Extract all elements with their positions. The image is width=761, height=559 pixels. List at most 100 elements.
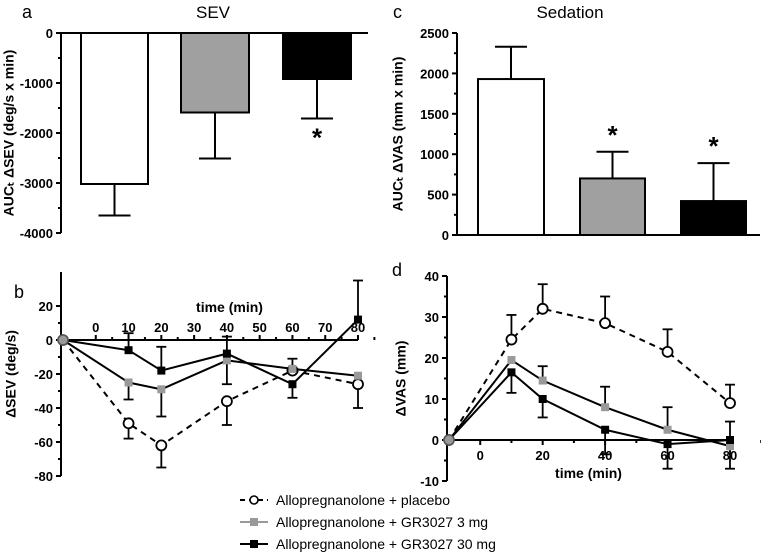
data-point	[352, 378, 364, 391]
bar-1	[477, 78, 545, 236]
y-tick-label: 10	[425, 392, 439, 407]
y-axis-label: AUCₜ ΔSEV (deg/s x min)	[1, 50, 17, 217]
legend-item-2: Allopregnanolone + GR3027 3 mg	[240, 514, 488, 530]
legend-label: Allopregnanolone + placebo	[276, 492, 450, 508]
significance-marker: *	[312, 123, 323, 153]
bar-2	[579, 177, 646, 237]
chart-title: SEV	[196, 3, 231, 22]
data-point	[726, 442, 734, 451]
data-point	[222, 356, 231, 365]
legend-item-3: Allopregnanolone + GR3027 30 mg	[240, 536, 496, 552]
y-tick-label: 0	[46, 26, 53, 41]
significance-marker: *	[607, 120, 618, 150]
y-tick-label: 2500	[420, 26, 449, 41]
significance-marker: *	[708, 131, 719, 161]
series-line-1	[62, 339, 359, 447]
data-point	[155, 439, 168, 452]
x-tick-label: 20	[154, 320, 168, 335]
x-tick-label: 60	[285, 320, 299, 335]
y-tick-label: 0	[432, 433, 439, 448]
y-axis-label: ΔVAS (mm)	[393, 341, 409, 417]
data-point	[601, 403, 610, 412]
bar-3	[282, 32, 352, 80]
data-point	[507, 356, 516, 365]
y-tick-label: 2000	[420, 66, 449, 81]
data-point	[354, 371, 362, 380]
bar-2	[180, 32, 250, 114]
y-tick-label: 0	[46, 333, 53, 348]
legend-item-1: Allopregnanolone + placebo	[240, 492, 450, 508]
data-point	[507, 368, 516, 377]
y-tick-label: 0	[442, 228, 449, 243]
data-point	[122, 417, 135, 430]
y-tick-label: 1000	[420, 147, 449, 162]
legend-marker	[249, 495, 259, 505]
data-point	[443, 434, 455, 446]
data-point	[538, 395, 547, 403]
panel-letter-b: b	[14, 282, 24, 302]
x-tick-label: 30	[187, 320, 201, 335]
data-point	[505, 333, 518, 346]
y-tick-label: 20	[39, 299, 53, 314]
data-point	[220, 395, 233, 408]
data-point	[222, 349, 231, 358]
y-tick-label: -4000	[20, 226, 53, 241]
data-point	[726, 436, 734, 444]
x-axis-label: time (min)	[196, 299, 263, 315]
data-point	[157, 385, 166, 394]
y-axis-label: AUCₜ ΔVAS (mm x min)	[390, 57, 406, 212]
y-axis-label: ΔSEV (deg/s)	[3, 330, 19, 418]
y-tick-label: -10	[420, 474, 439, 489]
panel-letter-c: c	[393, 2, 402, 22]
x-tick-label: 40	[598, 448, 612, 463]
data-point	[538, 376, 547, 385]
series-line-1	[448, 307, 731, 441]
y-tick-label: 40	[425, 269, 439, 284]
y-tick-label: 1500	[420, 107, 449, 122]
legend-marker	[250, 540, 258, 548]
bar-1	[80, 32, 149, 185]
x-tick-label: 50	[252, 320, 266, 335]
data-point	[354, 315, 362, 324]
y-tick-label: -3000	[20, 176, 53, 191]
y-tick-label: -60	[34, 435, 53, 450]
series-line-3	[62, 318, 359, 386]
y-tick-label: -2000	[20, 126, 53, 141]
y-tick-label: 30	[425, 310, 439, 325]
panel-letter-a: a	[22, 2, 33, 22]
y-tick-label: 20	[425, 351, 439, 366]
y-tick-label: -20	[34, 367, 53, 382]
y-tick-label: -40	[34, 401, 53, 416]
x-tick-label: 70	[318, 320, 332, 335]
x-tick-label: 10	[121, 320, 135, 335]
data-point	[288, 380, 297, 389]
legend-label: Allopregnanolone + GR3027 30 mg	[276, 536, 496, 552]
data-point	[288, 364, 297, 373]
x-tick-label: 0	[92, 320, 99, 335]
x-tick-label: 40	[220, 320, 234, 335]
data-point	[601, 425, 610, 434]
data-point	[599, 317, 612, 330]
x-tick-label: 20	[535, 448, 549, 463]
data-point	[663, 440, 672, 449]
bar-3	[680, 200, 747, 236]
x-axis-label: time (min)	[555, 465, 622, 481]
data-point	[663, 425, 672, 434]
series-line-2	[62, 339, 359, 391]
data-point	[124, 378, 133, 387]
data-point	[124, 346, 133, 355]
legend-label: Allopregnanolone + GR3027 3 mg	[276, 514, 488, 530]
data-point	[157, 366, 166, 375]
series-line-2	[448, 358, 731, 448]
y-tick-label: -1000	[20, 76, 53, 91]
x-tick-label: 0	[477, 448, 484, 463]
data-point	[57, 334, 69, 346]
y-tick-label: 500	[427, 188, 449, 203]
data-point	[536, 302, 549, 315]
chart-title: Sedation	[536, 3, 603, 22]
panel-letter-d: d	[392, 260, 402, 280]
series-line-3	[448, 370, 731, 446]
legend-marker	[250, 518, 258, 526]
